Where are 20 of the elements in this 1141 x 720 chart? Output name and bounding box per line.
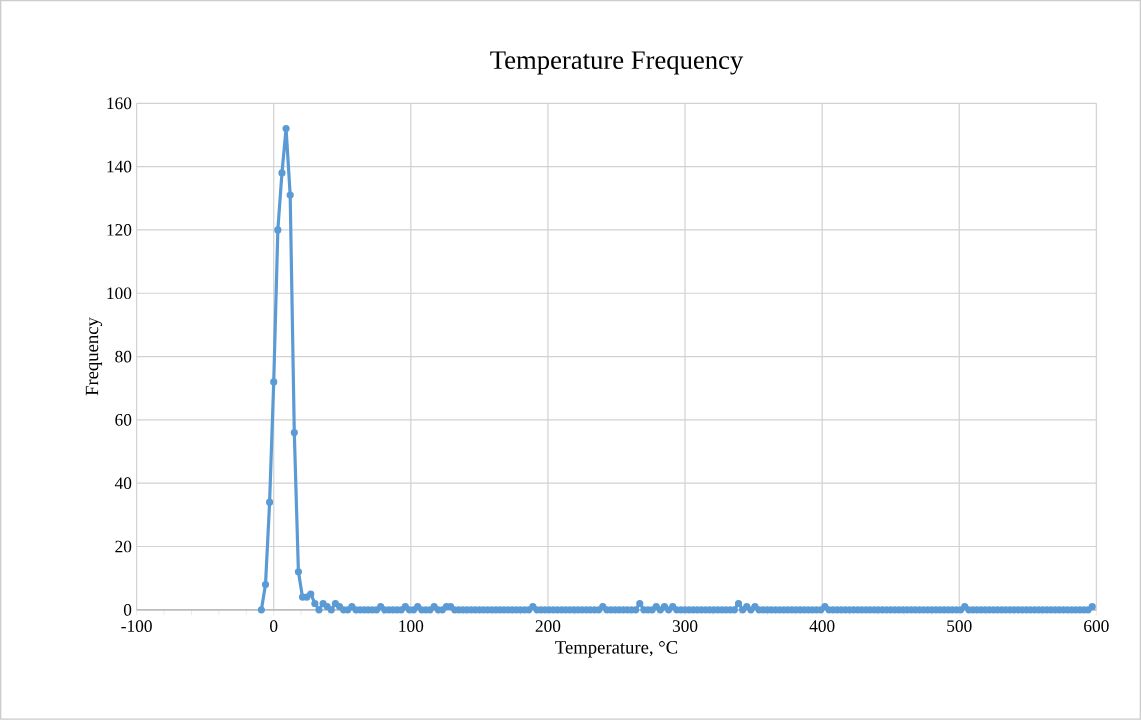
y-tick-label: 20 bbox=[115, 540, 132, 553]
x-tick-label: 400 bbox=[809, 620, 835, 633]
chart-title: Temperature Frequency bbox=[490, 51, 744, 75]
x-tick-label: 600 bbox=[1084, 620, 1109, 633]
y-tick-label: 140 bbox=[107, 160, 132, 173]
y-tick-label: 80 bbox=[115, 350, 132, 363]
x-tick-label: -100 bbox=[121, 620, 152, 633]
x-axis-title: Temperature, °C bbox=[555, 641, 678, 658]
y-tick-label: 0 bbox=[123, 604, 132, 616]
y-tick-label: 160 bbox=[107, 97, 132, 110]
x-tick-label: 500 bbox=[947, 620, 972, 633]
y-axis-title: Frequency bbox=[85, 317, 103, 396]
y-tick-label: 60 bbox=[115, 414, 132, 426]
x-tick-label: 0 bbox=[270, 620, 278, 633]
y-tick-label: 120 bbox=[107, 224, 132, 236]
y-tick-label: 40 bbox=[114, 477, 132, 490]
x-tick-label: 300 bbox=[672, 620, 698, 633]
x-tick-label: 200 bbox=[535, 620, 561, 633]
x-tick-label: 100 bbox=[399, 620, 424, 633]
y-tick-label: 100 bbox=[107, 287, 132, 300]
